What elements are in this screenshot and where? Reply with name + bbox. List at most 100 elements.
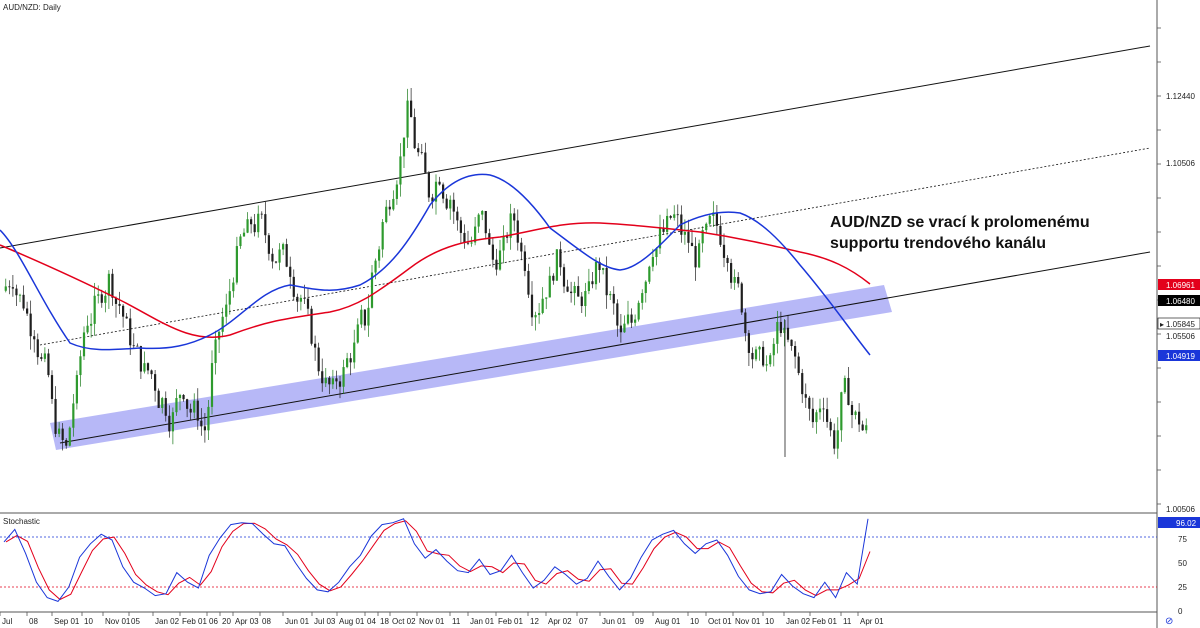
- candle: [242, 232, 246, 237]
- channel-upper-line: [0, 45, 1151, 249]
- candle: [410, 100, 413, 118]
- candle: [338, 381, 342, 387]
- candle: [733, 276, 736, 283]
- candle: [612, 293, 615, 304]
- time-label: 18: [380, 617, 389, 626]
- candle: [207, 406, 210, 431]
- candle: [253, 224, 256, 233]
- candle: [808, 397, 811, 409]
- badge-level: [1158, 295, 1200, 306]
- candle: [310, 308, 313, 344]
- time-label: Nov 01: [735, 617, 761, 626]
- candle: [139, 346, 142, 372]
- candle: [477, 214, 480, 227]
- time-label: Nov 01: [105, 617, 131, 626]
- candle: [111, 273, 114, 298]
- candle: [452, 199, 455, 212]
- candle: [331, 378, 334, 385]
- candles-group: [4, 87, 868, 459]
- candle: [630, 314, 633, 323]
- candle: [178, 394, 182, 398]
- candle: [634, 319, 637, 323]
- candle: [289, 266, 292, 277]
- candle: [157, 390, 160, 408]
- candle: [520, 242, 523, 252]
- candle: [413, 117, 416, 149]
- candle: [491, 244, 494, 260]
- candle: [566, 286, 569, 292]
- candle: [33, 336, 36, 340]
- candle: [175, 397, 178, 413]
- candle: [516, 220, 519, 243]
- annotation-line-2: supportu trendového kanálu: [830, 235, 1046, 252]
- candle: [602, 267, 605, 271]
- candle: [829, 421, 832, 431]
- candle: [75, 375, 78, 404]
- candle: [221, 316, 224, 332]
- candle: [360, 309, 363, 325]
- price-label-1: 1.12440: [1166, 92, 1195, 101]
- candle: [342, 367, 345, 387]
- candle: [744, 312, 747, 334]
- time-label: Jul: [2, 617, 12, 626]
- candle: [72, 403, 75, 428]
- time-label: Apr 02: [548, 617, 572, 626]
- price-label-2: 1.10506: [1166, 159, 1195, 168]
- candle: [470, 242, 473, 244]
- candle: [274, 261, 278, 263]
- candle: [506, 236, 509, 238]
- candle: [250, 219, 253, 225]
- candle: [210, 363, 214, 407]
- candle: [54, 398, 57, 434]
- settings-icon[interactable]: ⊘: [1165, 616, 1173, 627]
- candle: [370, 272, 374, 308]
- candle: [136, 345, 139, 347]
- candle: [580, 296, 583, 307]
- candle: [168, 415, 171, 432]
- candle: [850, 404, 854, 416]
- candle: [406, 100, 409, 138]
- candle: [11, 287, 14, 289]
- candle: [765, 364, 768, 366]
- candle: [619, 325, 622, 333]
- time-label: Apr 01: [860, 617, 884, 626]
- candle: [530, 294, 534, 318]
- stochastic-tick-label: 75: [1178, 535, 1187, 544]
- candle: [143, 363, 146, 372]
- candle: [118, 303, 121, 306]
- stochastic-title: Stochastic: [3, 517, 40, 526]
- candle: [598, 261, 601, 271]
- stochastic-badge-text: 96.02: [1176, 519, 1197, 528]
- candle: [385, 206, 388, 223]
- candle: [363, 309, 366, 326]
- badge-current-marker: ▸: [1160, 320, 1164, 329]
- candle: [18, 294, 22, 296]
- stochastic-badge: [1158, 517, 1200, 528]
- candle: [395, 184, 398, 199]
- candle: [438, 181, 441, 185]
- time-label: Jun 01: [602, 617, 627, 626]
- candle: [246, 219, 249, 233]
- candle: [722, 244, 726, 258]
- time-label: Feb 01: [812, 617, 837, 626]
- candle: [367, 307, 370, 326]
- candle: [509, 213, 512, 238]
- candle: [776, 321, 779, 344]
- price-badges: 1.06961 1.06480 ▸ 1.05845 1.04919: [1157, 279, 1200, 361]
- annotation-line-1: AUD/NZD se vrací k prolomenému: [830, 214, 1090, 231]
- candle: [161, 398, 164, 408]
- candle: [260, 213, 263, 215]
- candle: [587, 281, 590, 292]
- candle: [299, 297, 302, 302]
- candle: [456, 211, 459, 221]
- candle: [591, 281, 594, 285]
- candle: [474, 226, 477, 243]
- candle: [65, 439, 68, 446]
- candle: [644, 281, 647, 294]
- time-label: Apr 03: [235, 617, 259, 626]
- candle: [616, 303, 619, 326]
- stochastic-tick-label: 50: [1178, 559, 1187, 568]
- time-label: Jan 02: [155, 617, 180, 626]
- time-label: 11: [843, 617, 852, 626]
